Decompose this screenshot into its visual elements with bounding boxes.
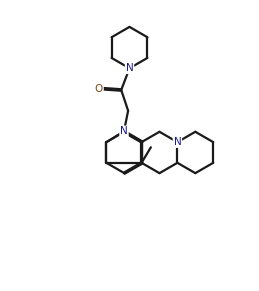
Text: N: N [120, 126, 128, 136]
Text: N: N [174, 137, 181, 147]
Text: N: N [126, 63, 133, 73]
Text: O: O [95, 84, 103, 94]
